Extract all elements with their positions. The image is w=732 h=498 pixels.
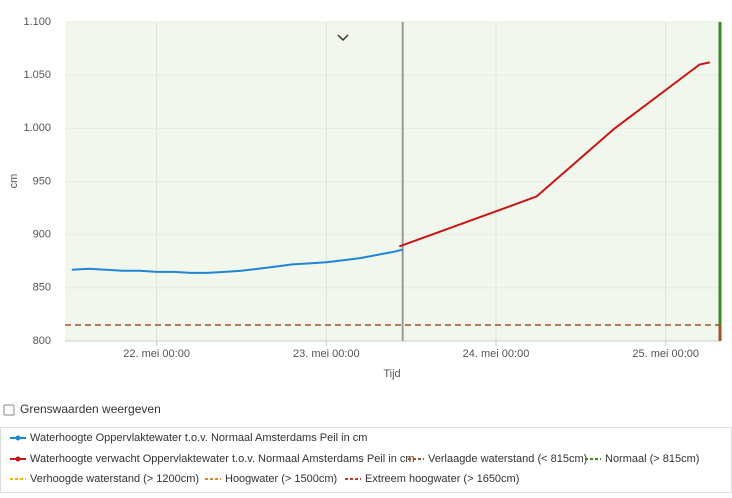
x-tick-label: 23. mei 00:00 [293,348,360,360]
legend-label[interactable]: Extreem hoogwater (> 1650cm) [365,473,519,485]
x-tick-label: 25. mei 00:00 [632,348,699,360]
y-tick-label: 1.050 [23,69,51,81]
y-tick-label: 1.000 [23,122,51,134]
y-tick-label: 800 [33,335,51,347]
x-tick-label: 22. mei 00:00 [123,348,190,360]
legend-label[interactable]: Waterhoogte verwacht Oppervlaktewater t.… [30,453,415,465]
y-tick-label: 950 [33,175,51,187]
y-tick-label: 900 [33,229,51,241]
legend-label[interactable]: Verlaagde waterstand (< 815cm) [428,453,587,465]
y-tick-label: 1.100 [23,16,51,28]
y-axis-title: cm [8,174,20,189]
x-axis-title: Tijd [383,368,400,380]
series-line [398,61,711,248]
checkbox-label[interactable]: Grenswaarden weergeven [20,402,161,416]
checkbox[interactable] [3,404,15,416]
legend-label[interactable]: Verhoogde waterstand (> 1200cm) [30,473,199,485]
legend-dot [15,435,21,441]
legend-label[interactable]: Waterhoogte Oppervlaktewater t.o.v. Norm… [30,432,367,444]
chevron-icon[interactable] [337,34,349,42]
y-tick-label: 850 [33,282,51,294]
series-line [71,248,403,274]
legend-label[interactable]: Normaal (> 815cm) [605,453,699,465]
x-tick-label: 24. mei 00:00 [463,348,530,360]
legend-dot [15,456,21,462]
legend-label[interactable]: Hoogwater (> 1500cm) [225,473,337,485]
